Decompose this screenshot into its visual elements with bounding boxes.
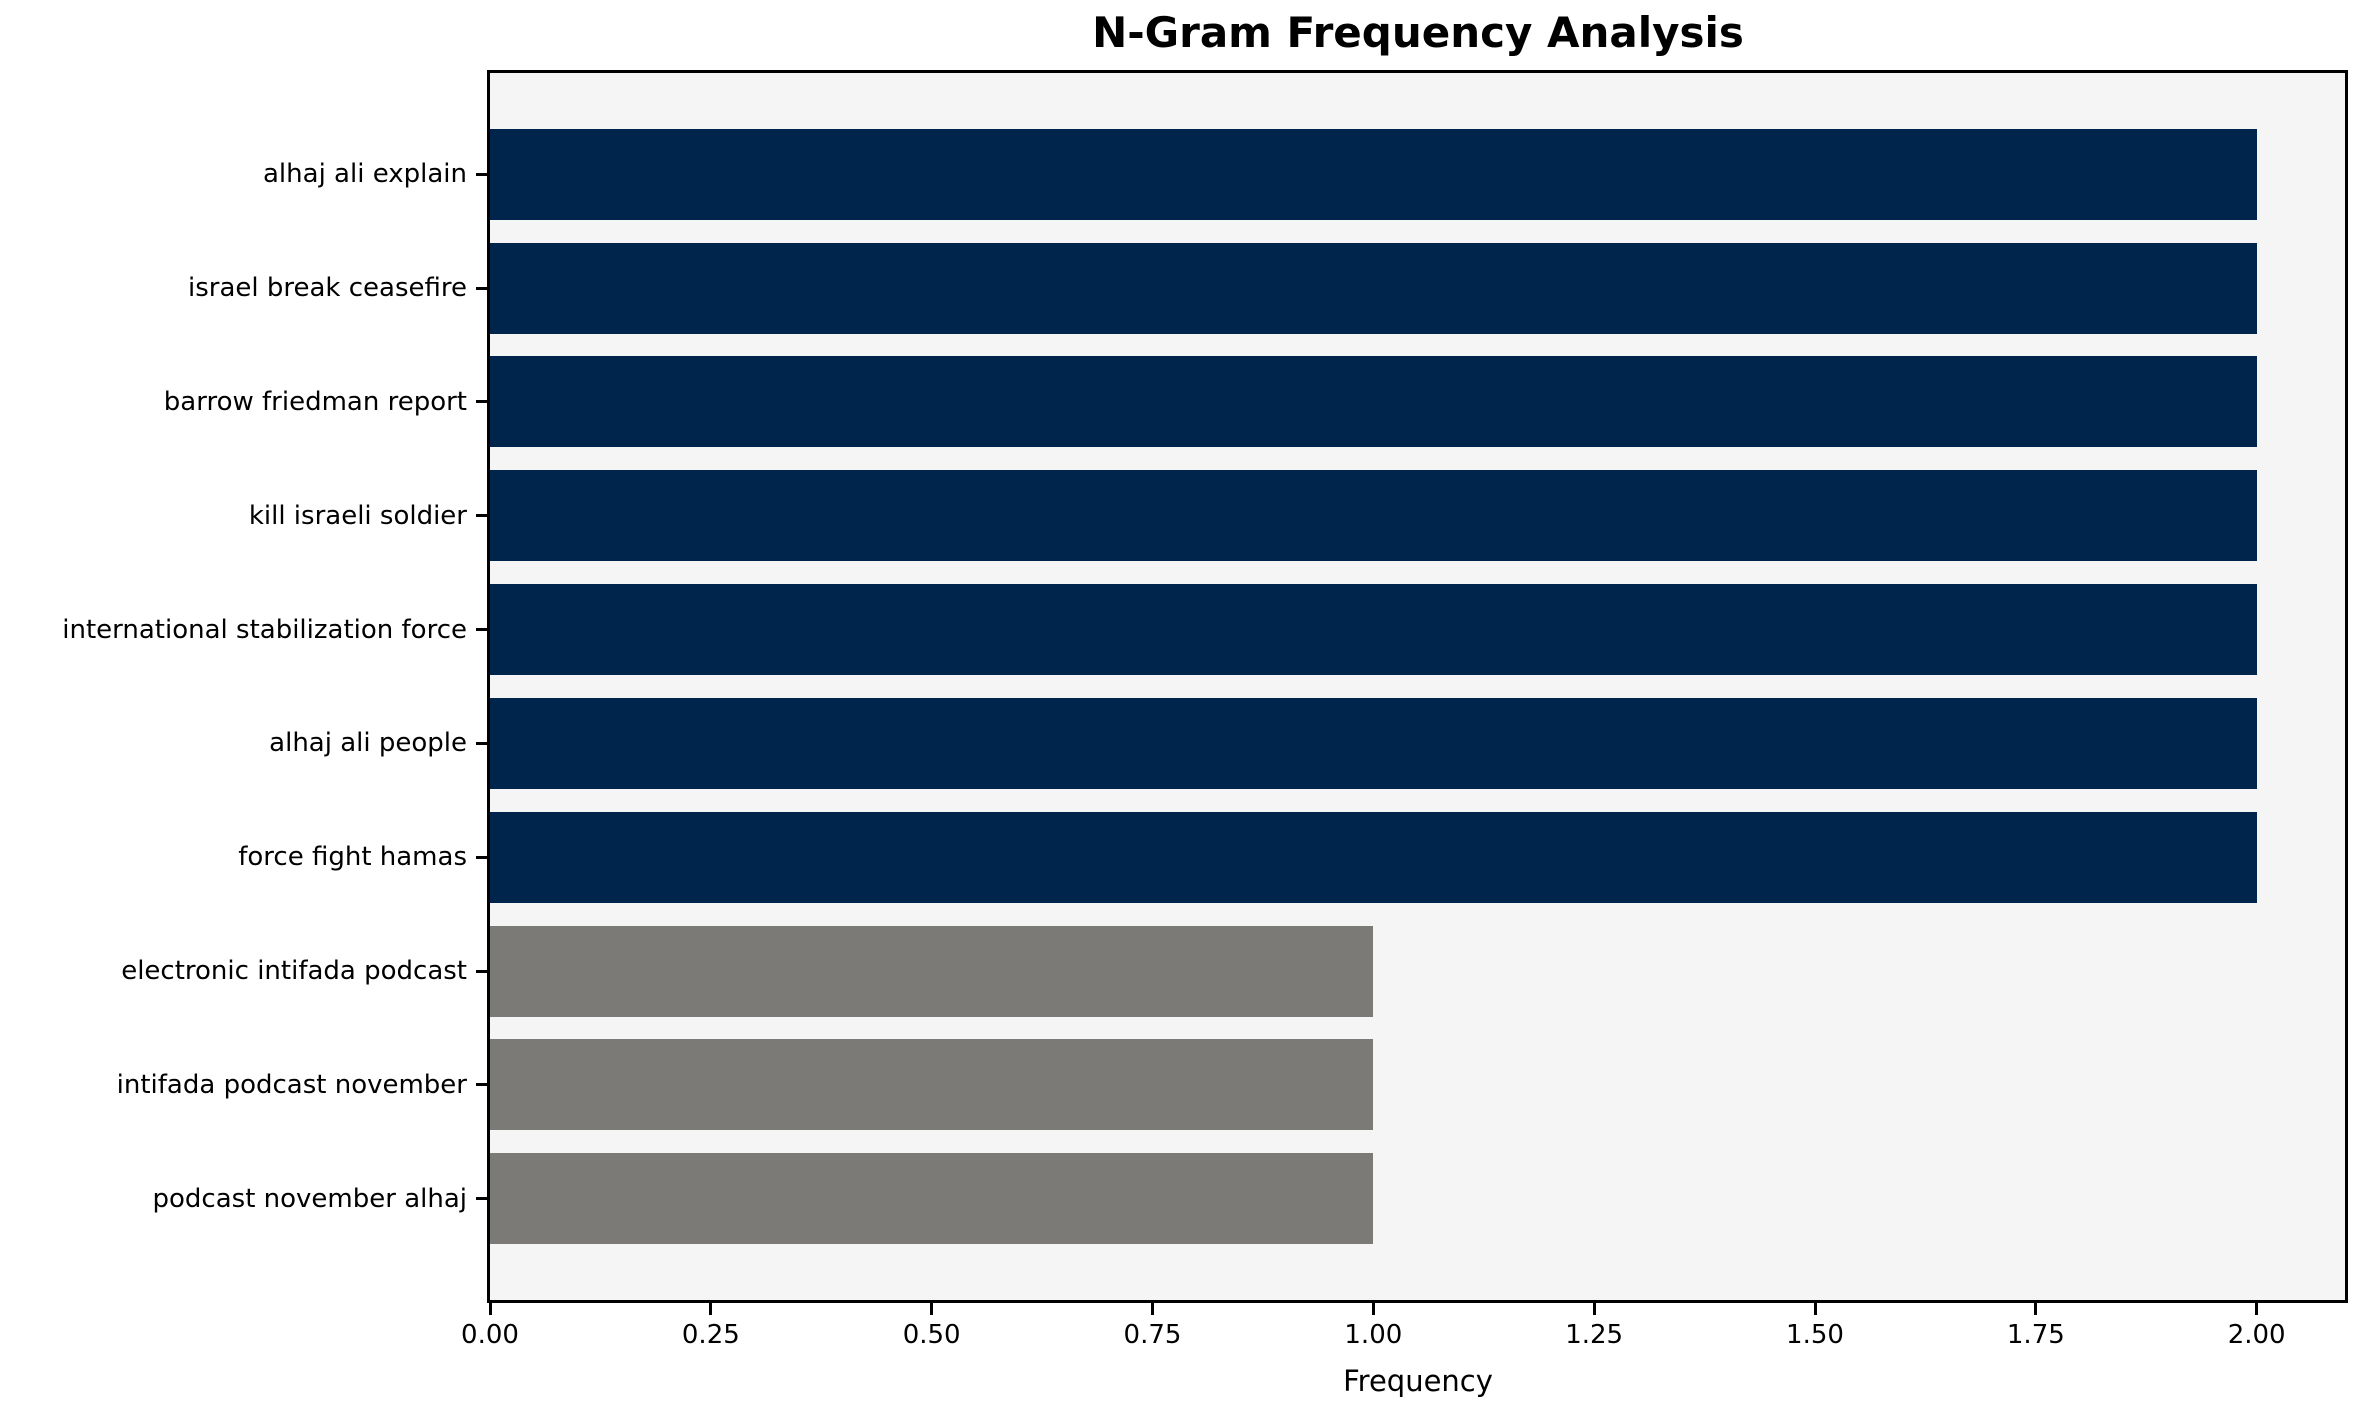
x-tick-mark [1151,1303,1154,1315]
x-tick-mark [2255,1303,2259,1315]
bar-international-stabilization-force [490,584,2257,676]
y-tick-mark [476,172,487,176]
x-tick-label: 0.50 [902,1320,961,1350]
y-tick-mark [476,1083,487,1087]
y-tick-mark [476,286,487,290]
bar-barrow-friedman-report [490,356,2257,448]
x-tick-mark [488,1303,492,1315]
x-tick-mark [1813,1303,1817,1315]
bar-alhaj-ali-people [490,697,2257,789]
y-tick-mark [476,628,487,632]
y-tick-mark [476,969,487,973]
y-tick-label: israel break ceasefire [187,273,467,304]
y-tick-mark [476,400,487,404]
x-axis-title: Frequency [1343,1364,1493,1398]
x-tick-mark [1592,1303,1596,1315]
bar-force-fight-hamas [490,811,2257,903]
x-tick-label: 1.00 [1344,1320,1403,1350]
y-tick-label: barrow friedman report [163,386,467,417]
x-tick-label: 2.00 [2227,1320,2286,1350]
x-tick-mark [1371,1303,1375,1315]
x-tick-mark [2034,1303,2038,1315]
x-tick-label: 1.50 [1786,1320,1844,1350]
y-tick-label: alhaj ali people [269,728,467,759]
y-tick-label: electronic intifada podcast [121,956,467,987]
y-tick-mark [476,741,487,745]
x-tick-label: 1.75 [2006,1320,2065,1350]
y-tick-label: force fight hamas [238,842,467,873]
y-tick-label: intifada podcast november [116,1069,467,1100]
y-tick-mark [476,1197,487,1201]
x-tick-mark [709,1303,713,1315]
x-tick-mark [930,1303,934,1315]
y-tick-label: kill israeli soldier [248,500,467,531]
bar-kill-israeli-soldier [490,470,2257,562]
x-tick-label: 0.00 [461,1320,519,1350]
y-tick-label: international stabilization force [62,614,467,645]
y-tick-label: podcast november alhaj [152,1183,468,1214]
bar-israel-break-ceasefire [490,242,2257,334]
x-tick-label: 1.25 [1565,1320,1624,1350]
x-tick-label: 0.25 [681,1320,740,1350]
bar-podcast-november-alhaj [490,1153,1374,1245]
chart-title: N-Gram Frequency Analysis [1092,8,1744,57]
y-tick-mark [476,855,487,859]
y-tick-label: alhaj ali explain [263,159,467,190]
y-tick-mark [476,514,487,518]
bar-intifada-podcast-november [490,1039,1374,1131]
bar-electronic-intifada-podcast [490,925,1374,1017]
plot-area [487,70,2348,1303]
bar-alhaj-ali-explain [490,128,2257,220]
x-tick-label: 0.75 [1123,1320,1182,1350]
